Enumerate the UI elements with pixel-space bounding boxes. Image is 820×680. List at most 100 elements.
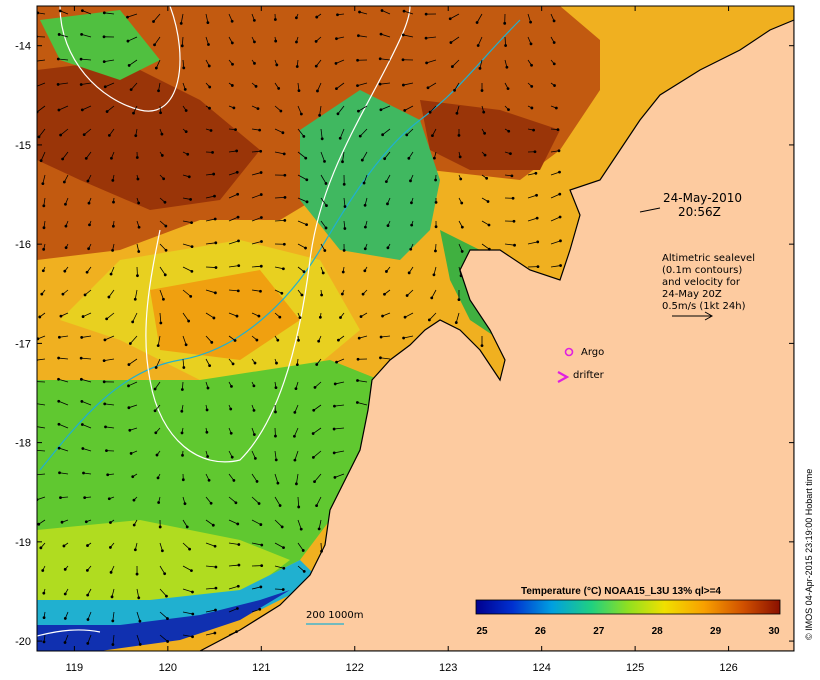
velocity-arrow-head (127, 384, 130, 388)
velocity-arrow-head (259, 171, 263, 174)
x-tick-label: 119 (66, 662, 84, 674)
velocity-arrow-head (260, 564, 264, 567)
x-tick-label: 121 (252, 662, 270, 674)
velocity-arrow-head (431, 134, 434, 138)
velocity-arrow (104, 358, 115, 362)
velocity-arrow-head (314, 39, 318, 43)
velocity-arrow-head (486, 200, 490, 203)
contour-southwest (37, 629, 101, 637)
velocity-arrow-head (253, 61, 256, 65)
velocity-arrow-head (257, 314, 261, 318)
velocity-arrow-head (190, 569, 193, 573)
velocity-arrow (58, 357, 69, 360)
velocity-arrow-head (333, 382, 337, 386)
velocity-arrow (450, 36, 460, 43)
velocity-arrow-head (62, 544, 66, 548)
x-axis: 119 120 121 122 123 124 125 126 (66, 6, 738, 674)
velocity-arrow-head (207, 64, 211, 68)
velocity-arrow (157, 335, 161, 346)
velocity-arrow-head (180, 388, 184, 391)
velocity-arrow (205, 519, 214, 526)
colorbar-tick-label: 30 (768, 626, 780, 637)
velocity-arrow-head (282, 566, 286, 570)
velocity-arrow-head (236, 192, 240, 196)
velocity-arrow (320, 151, 325, 162)
velocity-arrow (136, 611, 141, 622)
velocity-arrow-head (37, 11, 40, 15)
velocity-arrow-head (83, 293, 87, 297)
velocity-arrow-head (153, 43, 156, 47)
green-north-band (40, 10, 160, 80)
velocity-arrow (228, 608, 238, 613)
velocity-arrow-head (434, 178, 437, 182)
colorbar-tick-label: 26 (535, 626, 547, 637)
velocity-arrow-head (381, 133, 385, 137)
velocity-arrow (81, 82, 92, 85)
velocity-arrow (58, 447, 69, 452)
velocity-arrow-head (509, 152, 512, 156)
velocity-arrow-head (558, 215, 562, 219)
velocity-arrow-head (480, 89, 484, 92)
velocity-arrow-head (159, 111, 162, 115)
velocity-arrow-head (530, 63, 533, 67)
argo-label: Argo (581, 347, 604, 358)
velocity-arrow-head (80, 423, 84, 426)
velocity-arrow-head (208, 364, 212, 368)
velocity-arrow-head (135, 156, 139, 159)
velocity-arrow-head (102, 11, 106, 15)
velocity-arrow (182, 358, 185, 368)
velocity-arrow (380, 82, 391, 85)
velocity-arrow-head (530, 106, 534, 110)
velocity-arrow (127, 13, 138, 18)
velocity-arrow-head (80, 400, 84, 403)
velocity-arrow-head (259, 289, 262, 293)
velocity-arrow (320, 174, 327, 184)
velocity-arrow-head (403, 315, 407, 319)
velocity-arrow-head (386, 246, 390, 250)
y-tick-label: -18 (15, 438, 31, 450)
velocity-arrow (251, 542, 262, 546)
velocity-arrow-head (57, 377, 60, 381)
velocity-arrow (406, 128, 414, 136)
velocity-arrow (527, 194, 537, 199)
velocity-arrow (128, 358, 138, 365)
velocity-arrow-head (152, 20, 155, 23)
velocity-arrow (58, 378, 69, 383)
velocity-arrow-head (304, 246, 307, 250)
velocity-arrow-head (478, 66, 482, 70)
velocity-arrow (81, 34, 92, 38)
velocity-arrow (359, 128, 368, 137)
velocity-arrow (357, 82, 368, 87)
velocity-arrow (481, 243, 490, 250)
velocity-arrow-head (280, 525, 284, 529)
velocity-arrow-head (252, 408, 256, 412)
velocity-arrow (342, 151, 345, 162)
contour-1000m-b (59, 6, 181, 112)
velocity-arrow-head (340, 292, 344, 296)
velocity-arrow (104, 12, 115, 15)
x-tick-label: 125 (626, 662, 644, 674)
velocity-arrow-head (302, 135, 306, 138)
velocity-arrow (154, 381, 161, 390)
velocity-arrow-head (136, 177, 140, 181)
velocity-arrow-head (454, 321, 458, 324)
velocity-arrow-head (317, 339, 321, 343)
velocity-arrow (403, 335, 414, 339)
velocity-arrow-head (510, 174, 514, 178)
velocity-arrow-head (60, 520, 64, 524)
velocity-arrow-head (295, 363, 299, 367)
velocity-arrow-head (164, 224, 168, 228)
velocity-arrow-head (504, 44, 508, 47)
velocity-arrow-head (274, 410, 277, 414)
colorbar-tick-label: 27 (593, 626, 605, 637)
colorbar-title: Temperature (°C) NOAA15_L3U 13% ql>=4 (521, 586, 721, 597)
velocity-arrow-head (534, 171, 538, 175)
velocity-arrow-head (301, 549, 305, 552)
velocity-arrow (37, 426, 46, 429)
velocity-arrow-head (214, 291, 217, 295)
velocity-arrow (527, 241, 538, 245)
velocity-arrow-head (37, 522, 41, 526)
velocity-arrow (60, 128, 69, 136)
velocity-arrow-head (385, 270, 388, 273)
contour-1000m (145, 6, 411, 463)
